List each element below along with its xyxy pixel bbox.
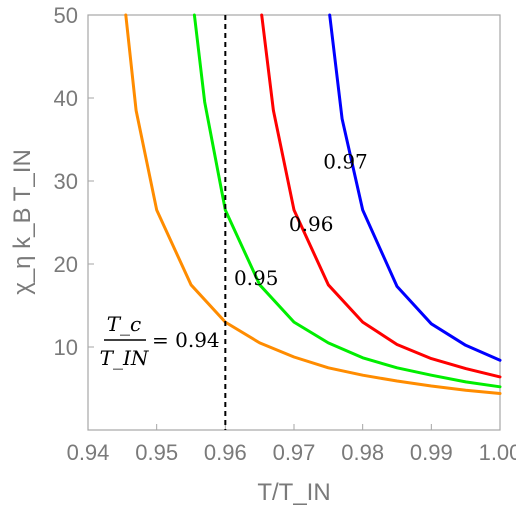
y-tick-label: 50 (54, 3, 78, 28)
y-axis-title: χ_η k_B T_IN (9, 149, 36, 295)
x-tick-label: 0.94 (67, 440, 110, 465)
curve-label-0.95: 0.95 (234, 266, 279, 290)
annotation-denominator: T_IN (100, 346, 150, 370)
annotation-numerator: T_c (107, 312, 142, 336)
y-tick-label: 20 (54, 252, 78, 277)
x-axis-title: T/T_IN (257, 479, 330, 506)
series-line-0.97 (328, 13, 502, 362)
series-line-0.95 (192, 13, 502, 389)
annotation: T_c T_IN = 0.94 (100, 312, 220, 370)
series-line-0.94 (124, 13, 502, 395)
curves (124, 13, 502, 395)
y-axis-ticks: 10 20 30 40 50 (54, 3, 94, 360)
x-tick-label: 0.96 (204, 440, 247, 465)
annotation-value: = 0.94 (152, 328, 220, 352)
x-tick-label: 0.95 (135, 440, 178, 465)
y-tick-label: 10 (54, 335, 78, 360)
x-axis-ticks: 0.94 0.95 0.96 0.97 0.98 0.99 1.00 (67, 424, 516, 465)
x-tick-label: 0.97 (273, 440, 316, 465)
curve-label-0.97: 0.97 (323, 150, 368, 174)
series-line-0.96 (260, 13, 502, 379)
curve-label-0.96: 0.96 (289, 212, 334, 236)
x-tick-label: 0.99 (410, 440, 453, 465)
y-tick-label: 30 (54, 169, 78, 194)
x-tick-label: 1.00 (479, 440, 516, 465)
x-tick-label: 0.98 (341, 440, 384, 465)
y-tick-label: 40 (54, 86, 78, 111)
curve-labels: 0.95 0.96 0.97 (234, 150, 368, 290)
